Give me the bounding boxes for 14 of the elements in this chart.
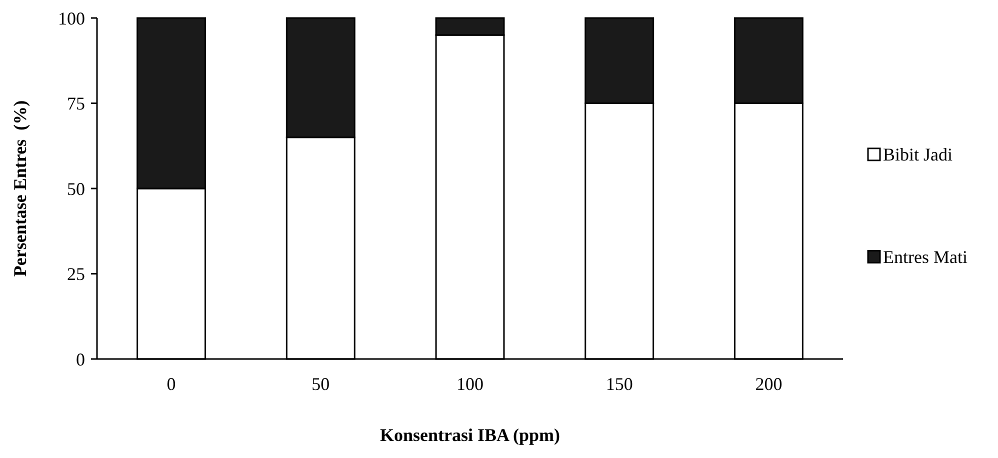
legend-label: Bibit Jadi [883,144,953,165]
x-tick-label: 50 [312,374,330,394]
y-tick-label: 75 [67,94,85,114]
x-axis-title: Konsentrasi IBA (ppm) [380,425,560,445]
x-tick-label: 150 [606,374,633,394]
x-tick-label: 200 [755,374,782,394]
legend-label: Entres Mati [883,247,968,267]
y-tick-label: 50 [67,178,85,199]
x-tick-label: 100 [456,374,484,394]
y-tick-label: 100 [58,8,85,28]
x-tick-label: 0 [166,374,176,394]
y-axis-title: Persentase Entres (%) [10,100,30,277]
y-tick-label: 25 [67,264,85,284]
y-tick-label: 0 [76,349,85,370]
